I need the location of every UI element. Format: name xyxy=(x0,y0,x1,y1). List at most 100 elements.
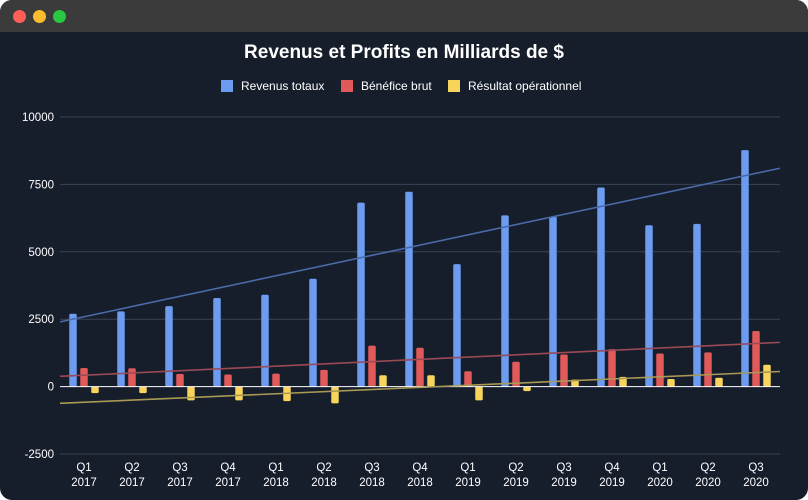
bar-gross-profit[interactable] xyxy=(224,374,232,387)
x-tick-label-quarter: Q3 xyxy=(748,462,763,474)
x-tick-label-quarter: Q1 xyxy=(652,462,667,474)
x-tick-label-quarter: Q3 xyxy=(556,462,571,474)
x-tick-label-quarter: Q1 xyxy=(268,462,283,474)
bar-revenue[interactable] xyxy=(213,297,221,387)
bar-revenue[interactable] xyxy=(501,215,509,387)
bar-revenue[interactable] xyxy=(645,225,653,387)
x-tick-label-year: 2020 xyxy=(695,477,721,489)
x-tick-label-quarter: Q3 xyxy=(172,462,187,474)
bar-operating-result[interactable] xyxy=(139,386,147,394)
bar-revenue[interactable] xyxy=(165,306,173,387)
bar-gross-profit[interactable] xyxy=(656,353,664,387)
legend-item-revenue[interactable]: Revenus totaux xyxy=(221,79,324,93)
bar-revenue[interactable] xyxy=(405,191,413,387)
x-tick-label-year: 2019 xyxy=(503,477,529,489)
bar-revenue[interactable] xyxy=(453,264,461,387)
bar-gross-profit[interactable] xyxy=(704,352,712,387)
x-tick-label-quarter: Q4 xyxy=(220,462,236,474)
bar-revenue[interactable] xyxy=(693,223,701,387)
bar-operating-result[interactable] xyxy=(667,379,675,387)
bar-gross-profit[interactable] xyxy=(416,347,424,387)
x-tick-label-quarter: Q1 xyxy=(460,462,475,474)
x-tick-label-quarter: Q2 xyxy=(508,462,523,474)
chart-title: Revenus et Profits en Milliards de $ xyxy=(244,42,564,63)
bar-operating-result[interactable] xyxy=(523,386,531,392)
bar-operating-result[interactable] xyxy=(235,386,243,401)
bar-revenue[interactable] xyxy=(597,187,605,387)
x-tick-label-year: 2017 xyxy=(119,477,145,489)
x-tick-label-year: 2020 xyxy=(743,477,769,489)
x-tick-label-year: 2020 xyxy=(647,477,673,489)
y-tick-label: 0 xyxy=(48,382,54,394)
bar-revenue[interactable] xyxy=(357,202,365,387)
x-tick-label-year: 2017 xyxy=(215,477,241,489)
x-tick-label-year: 2018 xyxy=(359,477,385,489)
legend-label-revenue: Revenus totaux xyxy=(241,79,324,93)
bar-revenue[interactable] xyxy=(261,294,269,387)
bar-gross-profit[interactable] xyxy=(560,354,568,387)
x-tick-label-quarter: Q2 xyxy=(700,462,715,474)
close-window-button[interactable] xyxy=(13,10,26,23)
y-tick-label: 2500 xyxy=(28,314,54,326)
bar-gross-profit[interactable] xyxy=(176,373,184,387)
x-tick-label-quarter: Q2 xyxy=(316,462,331,474)
y-tick-label: 7500 xyxy=(28,179,54,191)
y-tick-label: 10000 xyxy=(22,112,54,124)
bar-gross-profit[interactable] xyxy=(512,361,520,387)
x-tick-label-quarter: Q4 xyxy=(412,462,428,474)
bar-gross-profit[interactable] xyxy=(272,373,280,387)
x-tick-label-year: 2017 xyxy=(167,477,193,489)
minimize-window-button[interactable] xyxy=(33,10,46,23)
x-tick-label-year: 2019 xyxy=(551,477,577,489)
zoom-window-button[interactable] xyxy=(53,10,66,23)
legend-swatch-revenue xyxy=(221,80,233,92)
bar-gross-profit[interactable] xyxy=(320,369,328,387)
bar-gross-profit[interactable] xyxy=(80,367,88,387)
trendline-operating-result xyxy=(59,370,781,405)
x-tick-label-year: 2018 xyxy=(263,477,289,489)
bar-gross-profit[interactable] xyxy=(752,331,760,387)
bar-revenue[interactable] xyxy=(117,311,125,387)
legend-label-operating-result: Résultat opérationnel xyxy=(468,79,581,93)
bar-operating-result[interactable] xyxy=(427,375,435,387)
legend-item-gross-profit[interactable]: Bénéfice brut xyxy=(341,79,432,93)
bar-revenue[interactable] xyxy=(309,278,317,387)
legend-swatch-operating-result xyxy=(448,80,460,92)
y-tick-label: -2500 xyxy=(25,449,54,461)
grid-lines xyxy=(60,116,780,455)
x-tick-label-quarter: Q1 xyxy=(76,462,91,474)
legend-label-gross-profit: Bénéfice brut xyxy=(361,79,432,93)
bar-gross-profit[interactable] xyxy=(368,345,376,387)
bar-gross-profit[interactable] xyxy=(608,349,616,387)
trendline-revenue xyxy=(59,167,781,323)
bar-gross-profit[interactable] xyxy=(128,368,136,387)
bar-gross-profit[interactable] xyxy=(464,371,472,387)
bar-operating-result[interactable] xyxy=(715,377,723,387)
bar-operating-result[interactable] xyxy=(763,364,771,387)
bar-revenue[interactable] xyxy=(549,216,557,387)
x-axis: Q1 2017 Q2 2017 Q3 2017 Q4 2017 Q1 2018 Q2 2018 Q3 20… xyxy=(71,462,769,489)
x-tick-label-year: 2019 xyxy=(455,477,481,489)
bar-operating-result[interactable] xyxy=(475,386,483,401)
x-tick-label-quarter: Q3 xyxy=(364,462,379,474)
y-tick-label: 5000 xyxy=(28,247,54,259)
legend-swatch-gross-profit xyxy=(341,80,353,92)
window-titlebar xyxy=(0,0,808,32)
bar-revenue[interactable] xyxy=(69,313,77,387)
x-tick-label-year: 2019 xyxy=(599,477,625,489)
legend-item-operating-result[interactable]: Résultat opérationnel xyxy=(448,79,581,93)
bar-operating-result[interactable] xyxy=(91,386,99,394)
bar-operating-result[interactable] xyxy=(379,375,387,387)
bar-operating-result[interactable] xyxy=(331,386,339,404)
x-tick-label-year: 2017 xyxy=(71,477,97,489)
x-tick-label-year: 2018 xyxy=(311,477,337,489)
x-tick-label-quarter: Q4 xyxy=(604,462,620,474)
x-tick-label-year: 2018 xyxy=(407,477,433,489)
trendlines xyxy=(59,167,781,405)
trendline-gross-profit xyxy=(59,341,781,378)
y-axis: -2500 0 2500 5000 7500 10000 xyxy=(22,112,54,461)
x-tick-label-quarter: Q2 xyxy=(124,462,139,474)
bar-revenue[interactable] xyxy=(741,150,749,387)
